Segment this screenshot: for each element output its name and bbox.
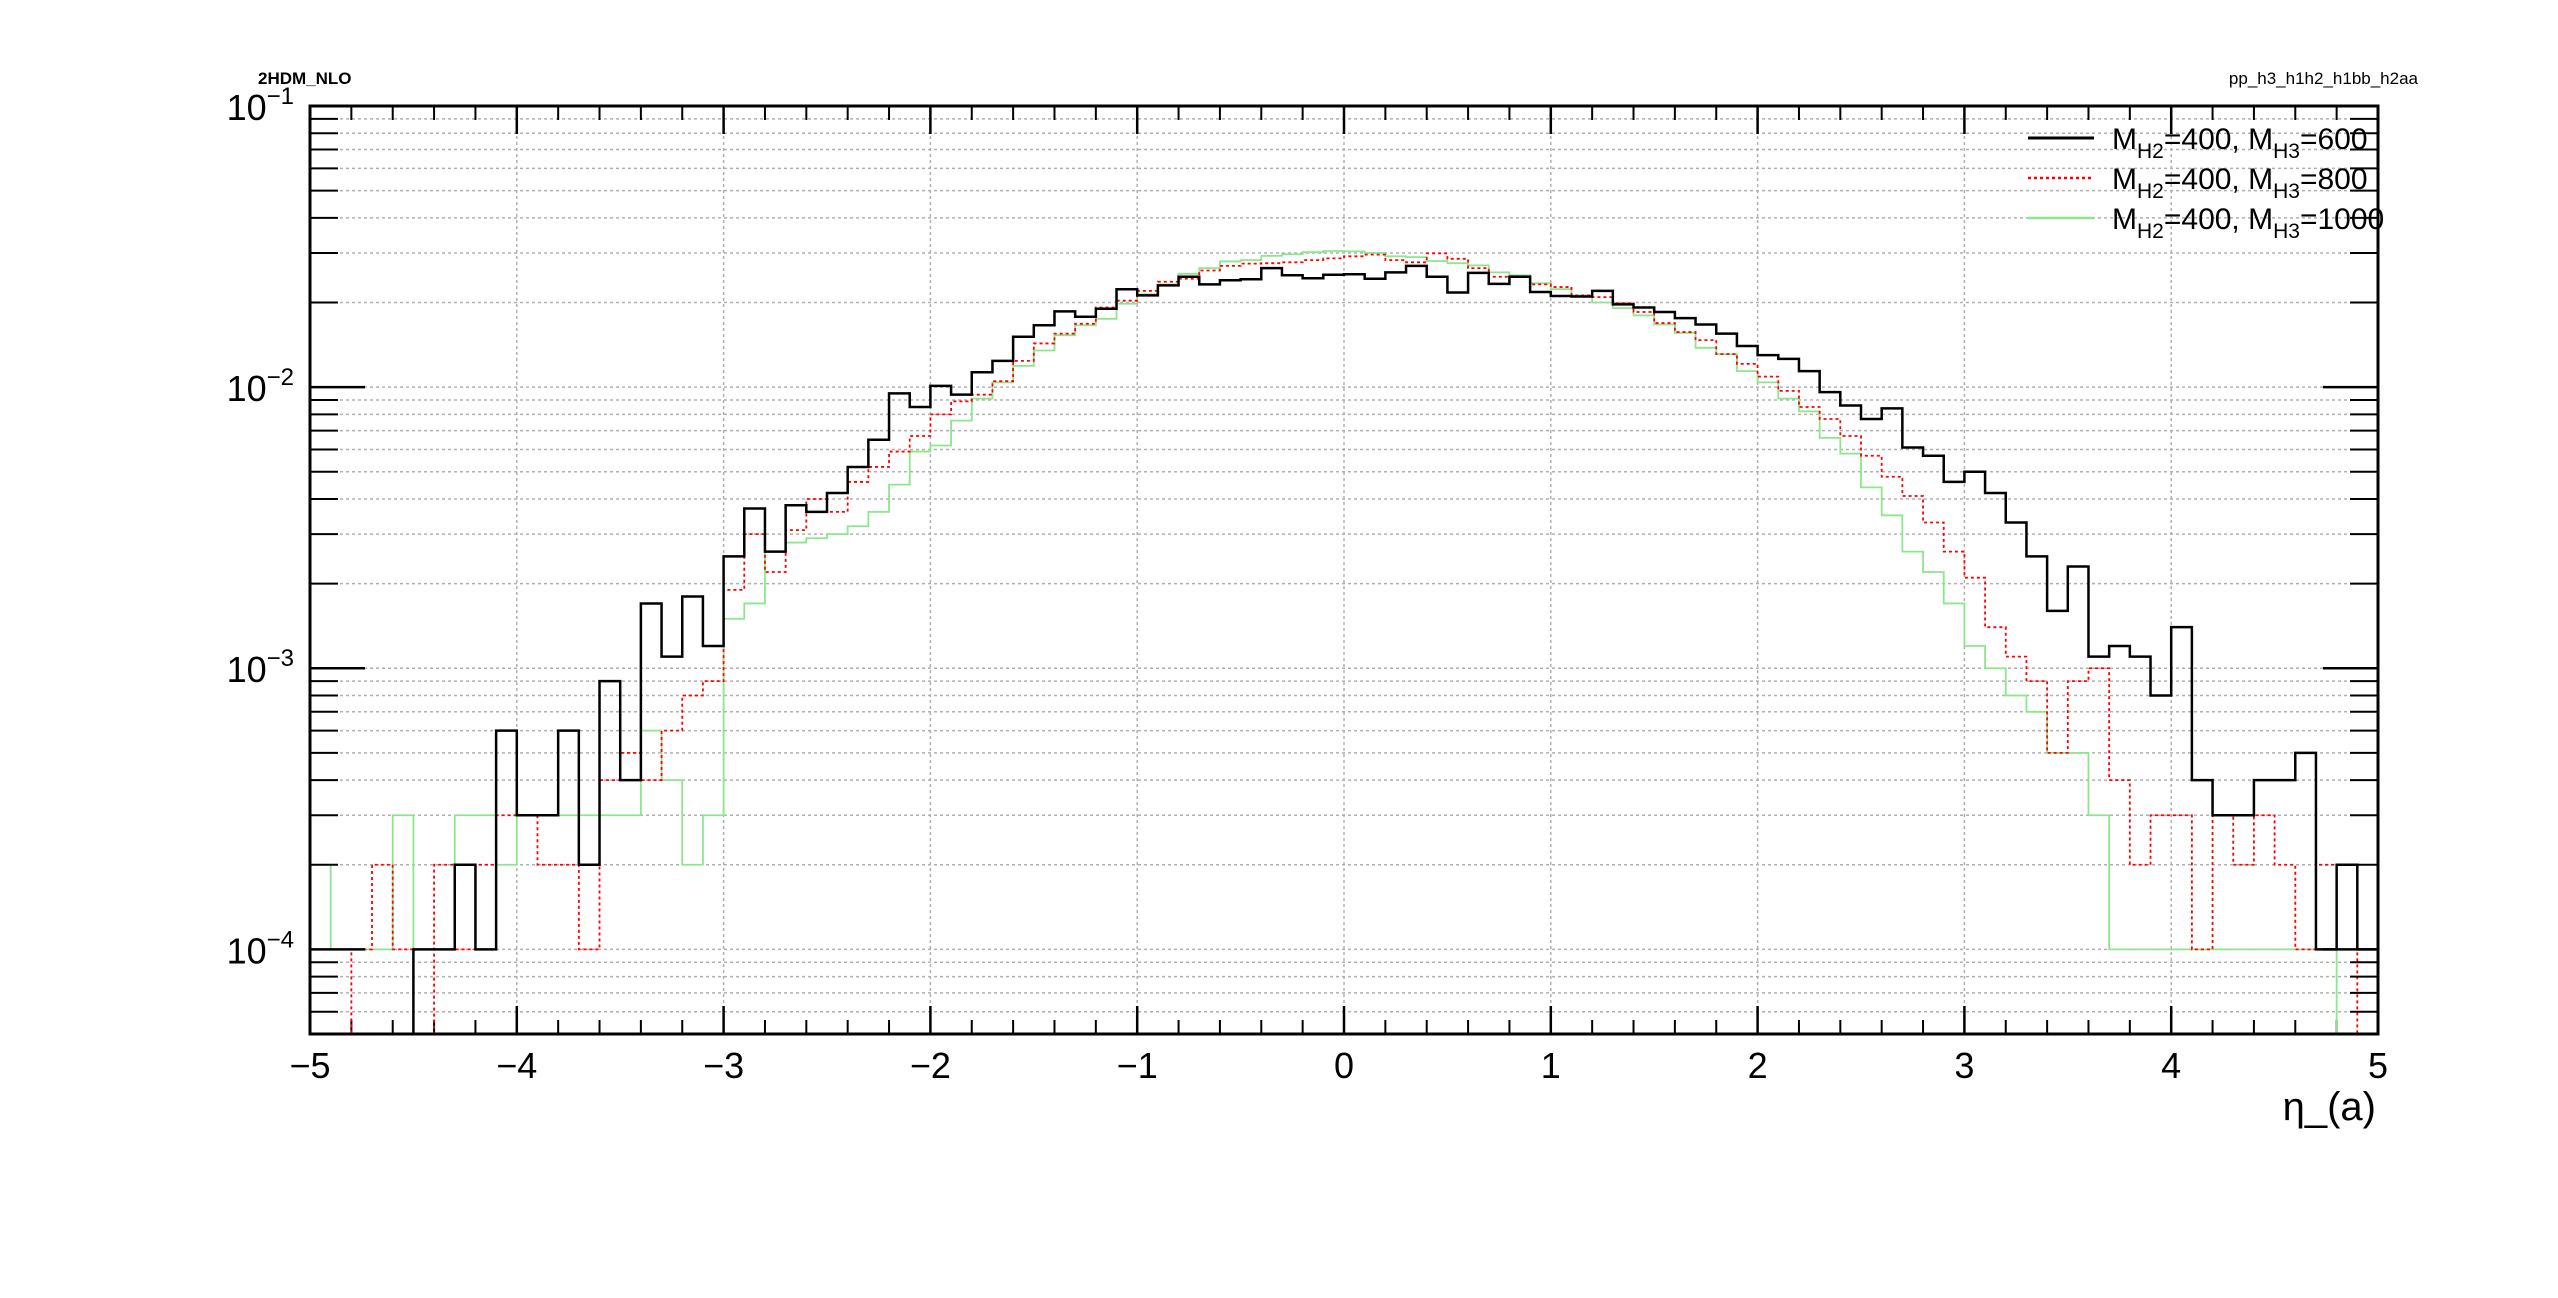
x-tick-label: −1 xyxy=(1117,1045,1158,1086)
y-axis-ticks: 10−1 10−2 10−3 10−4 xyxy=(227,83,2378,1035)
x-axis-title: η_(a) xyxy=(2283,1085,2376,1129)
legend-entry-2: MH2=400, MH3=1000 xyxy=(2112,203,2384,243)
x-tick-label: −5 xyxy=(289,1045,330,1086)
legend-entry-0: MH2=400, MH3=600 xyxy=(2112,123,2368,163)
series-1-histogram xyxy=(350,252,2359,1034)
y-tick-label: 10−2 xyxy=(227,364,294,409)
x-tick-label: −4 xyxy=(496,1045,537,1086)
top-right-label: pp_h3_h1h2_h1bb_h2aa xyxy=(2229,69,2419,88)
x-tick-label: 3 xyxy=(1954,1045,1974,1086)
x-tick-label: −3 xyxy=(703,1045,744,1086)
x-tick-label: 1 xyxy=(1541,1045,1561,1086)
x-tick-label: 5 xyxy=(2368,1045,2388,1086)
x-tick-label: 2 xyxy=(1748,1045,1768,1086)
top-left-label: 2HDM_NLO xyxy=(258,69,352,88)
x-tick-label: −2 xyxy=(910,1045,951,1086)
y-tick-label: 10−3 xyxy=(227,645,294,690)
legend-entry-1: MH2=400, MH3=800 xyxy=(2112,163,2368,203)
series-2-histogram xyxy=(310,250,2338,1034)
y-tick-label: 10−1 xyxy=(227,83,294,128)
series-0-histogram xyxy=(412,264,2378,1034)
x-tick-label: 0 xyxy=(1334,1045,1354,1086)
histogram-series xyxy=(310,250,2378,1034)
x-axis-ticks: −5 −4 −3 −2 −1 0 1 2 3 4 5 xyxy=(289,106,2388,1086)
y-tick-label: 10−4 xyxy=(227,926,294,971)
x-tick-label: 4 xyxy=(2161,1045,2181,1086)
